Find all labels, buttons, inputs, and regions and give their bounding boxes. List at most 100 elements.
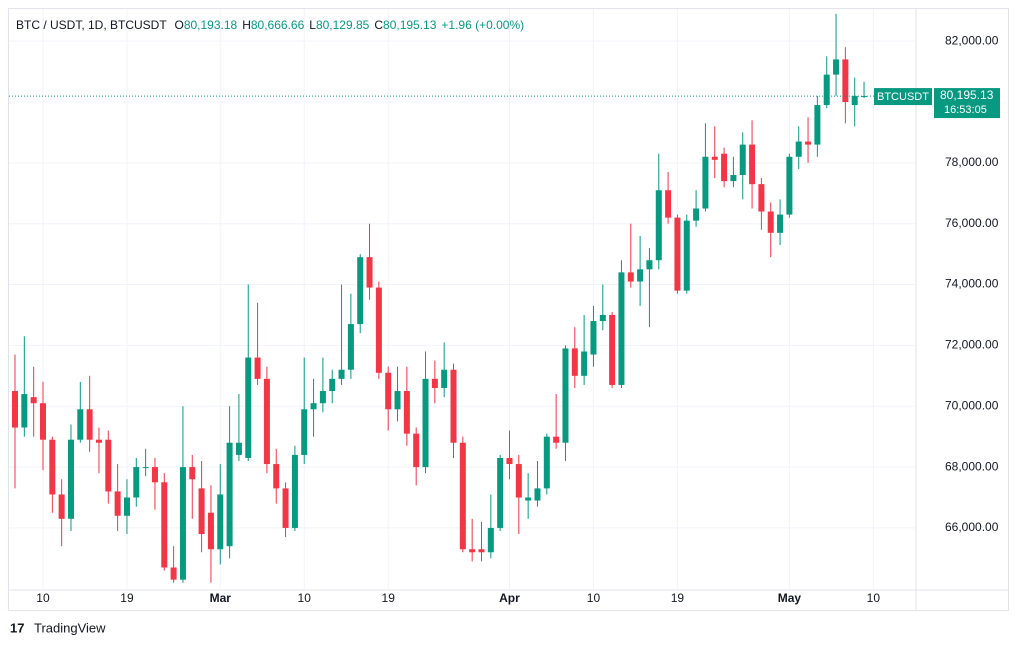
candle-body [497, 457, 504, 528]
candle-body [711, 156, 718, 160]
y-tick-label: 66,000.00 [945, 520, 999, 534]
chart-frame [8, 8, 1009, 611]
x-tick-label: Mar [210, 591, 232, 605]
candle-body [851, 95, 858, 106]
candle-body [487, 527, 494, 553]
candle-body [226, 442, 233, 547]
candle-body [123, 497, 130, 516]
candle-body [273, 464, 280, 489]
countdown-text: 16:53:05 [944, 104, 987, 116]
y-tick-label: 74,000.00 [945, 277, 999, 291]
candle-body [105, 439, 112, 492]
candle-body [142, 467, 149, 469]
candle-body [77, 409, 84, 440]
y-tick-label: 72,000.00 [945, 338, 999, 352]
candle-body [749, 144, 756, 185]
candle-body [338, 369, 345, 379]
candle-body [67, 439, 74, 519]
logo: 17 TradingView [10, 620, 106, 635]
candle-body [347, 324, 354, 370]
candle-body [693, 208, 700, 221]
candle-body [833, 59, 840, 75]
candle-body [665, 190, 672, 218]
x-tick-label: 10 [867, 591, 881, 605]
symbol-tag-text: BTCUSDT [877, 91, 929, 103]
candle-body [814, 105, 821, 145]
candle-body [674, 217, 681, 291]
candle-body [758, 184, 765, 212]
price-tag-text: 80,195.13 [940, 88, 994, 102]
candle-body [721, 153, 728, 182]
ohlc-value: 80,129.85 [316, 18, 370, 32]
x-tick-label: 19 [382, 591, 396, 605]
header-line: BTC / USDT, 1D, BTCUSDT O80,193.18 H80,666… [16, 18, 524, 32]
candle-body [777, 214, 784, 233]
candle-body [609, 314, 616, 385]
candle-body [506, 457, 513, 465]
candle-body [767, 211, 774, 233]
candle-body [357, 257, 364, 325]
candle-body [459, 442, 466, 550]
candle-body [161, 482, 168, 568]
candle-body [581, 351, 588, 376]
candle-body [366, 257, 373, 288]
candle-body [842, 59, 849, 103]
candle-body [823, 74, 830, 106]
candle-body [310, 403, 317, 410]
candle-body [207, 512, 214, 550]
candle-body [95, 439, 102, 443]
candle-body [21, 394, 28, 428]
candle-body [198, 488, 205, 535]
candle-body [571, 348, 578, 376]
candle-body [301, 409, 308, 455]
x-tick-label: Apr [499, 591, 520, 605]
change: +1.96 (+0.00%) [441, 18, 524, 32]
candle-body [683, 220, 690, 291]
candle-body [637, 269, 644, 282]
symbol: BTC / USDT, 1D, BTCUSDT [16, 18, 167, 32]
candle-body [534, 488, 541, 501]
candle-body [217, 494, 224, 550]
candle-body [478, 549, 485, 553]
candle-body [627, 272, 634, 282]
candle-body [422, 378, 429, 468]
candle-body [235, 442, 242, 455]
header: BTC / USDT, 1D, BTCUSDT O80,193.18 H80,666… [16, 18, 524, 32]
candle-body [58, 494, 65, 519]
candle-body [170, 567, 177, 580]
candle-body [646, 260, 653, 270]
candle-body [599, 314, 606, 322]
ohlc-value: 80,193.18 [184, 18, 238, 32]
y-tick-label: 76,000.00 [945, 216, 999, 230]
candle-body [702, 156, 709, 209]
candle-body [413, 433, 420, 468]
y-tick-label: 68,000.00 [945, 459, 999, 473]
symbol-tag [874, 88, 932, 106]
candle-body [114, 491, 121, 516]
candle-body [179, 467, 186, 580]
candle-body [805, 141, 812, 145]
candle-body [739, 144, 746, 176]
candle-body [254, 357, 261, 379]
candle-body [319, 391, 326, 404]
x-tick-label: 10 [36, 591, 50, 605]
ohlc-key: L [309, 18, 316, 32]
candle-body [655, 190, 662, 261]
candle-body [385, 372, 392, 410]
candle-body [133, 467, 140, 498]
y-tick-label: 70,000.00 [945, 398, 999, 412]
candle-body [795, 141, 802, 157]
ohlc-key: H [242, 18, 251, 32]
candle-body [39, 403, 46, 440]
candle-body [515, 464, 522, 498]
candle-body [375, 287, 382, 373]
x-tick-label: 10 [587, 591, 601, 605]
candle-body [543, 436, 550, 489]
candle-body [562, 348, 569, 443]
candle-body [786, 156, 793, 215]
ohlc-value: 80,195.13 [383, 18, 437, 32]
ohlc-key: O [174, 18, 183, 32]
candle-body [291, 454, 298, 528]
candle-body [12, 391, 18, 428]
